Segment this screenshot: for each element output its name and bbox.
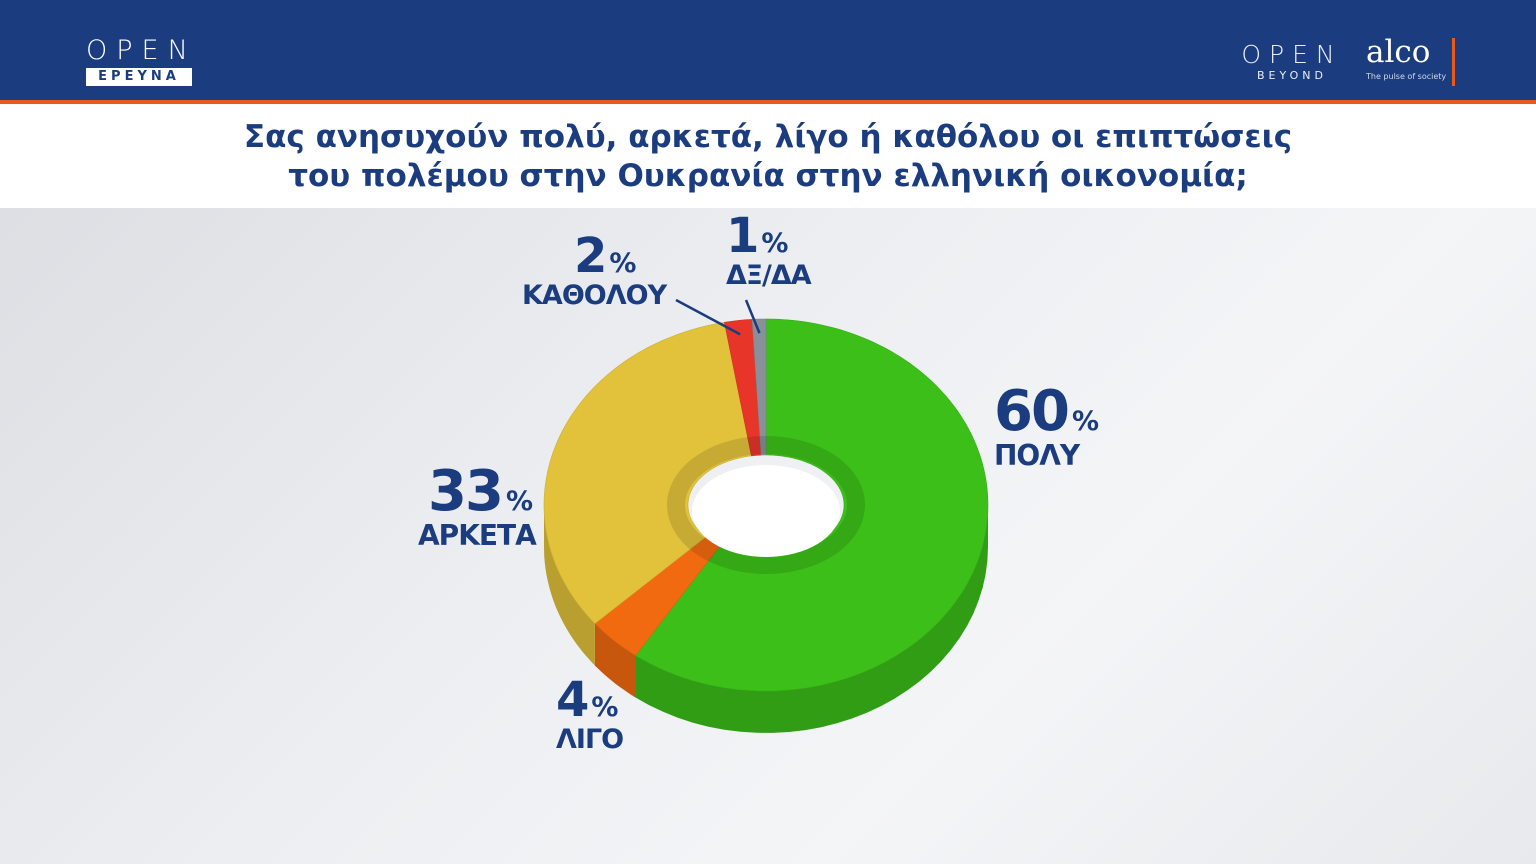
donut-side-2 <box>544 505 595 666</box>
donut-side-1 <box>594 623 636 698</box>
label-dxda-name: ΔΞ/ΔΑ <box>726 260 812 291</box>
open-logo-word: OPEN <box>86 35 197 66</box>
label-ligo-name: ΛΙΓΟ <box>556 724 624 755</box>
donut-side-0 <box>635 505 988 733</box>
label-dxda-pct: % <box>761 228 789 259</box>
label-katholou: 2% ΚΑΘΟΛΟΥ <box>522 232 667 312</box>
label-arketa: 33% ΑΡΚΕΤΑ <box>418 464 537 552</box>
label-poly: 60% ΠΟΛΥ <box>994 384 1099 472</box>
open-ereuna-logo: OPEN ΕΡΕΥΝΑ <box>86 35 197 86</box>
label-arketa-value: 33 <box>428 459 504 524</box>
title-band <box>0 104 1536 208</box>
leader-dxda <box>744 299 761 334</box>
donut-inner-shade <box>667 436 865 574</box>
label-arketa-pct: % <box>505 486 533 517</box>
label-poly-value: 60 <box>994 379 1070 444</box>
alco-word: alco <box>1366 34 1431 70</box>
donut-hole <box>692 465 840 557</box>
donut-slice-δξ/δα <box>751 318 767 456</box>
label-katholou-name: ΚΑΘΟΛΟΥ <box>522 280 667 311</box>
label-ligo-value: 4 <box>556 672 589 728</box>
header-accent-line <box>0 100 1536 104</box>
chart-title: Σας ανησυχούν πολύ, αρκετά, λίγο ή καθόλ… <box>168 118 1368 196</box>
label-poly-name: ΠΟΛΥ <box>994 439 1080 472</box>
leader-katholou <box>675 298 741 336</box>
label-poly-pct: % <box>1071 406 1099 437</box>
label-katholou-value: 2 <box>574 228 607 284</box>
label-dxda-value: 1 <box>726 208 759 264</box>
alco-tagline: The pulse of society <box>1366 72 1447 81</box>
alco-logo: alco The pulse of society <box>1366 34 1446 81</box>
label-katholou-pct: % <box>609 248 637 279</box>
open-beyond-word: OPEN <box>1241 40 1343 69</box>
header-bar <box>0 0 1536 100</box>
alco-divider <box>1452 38 1455 86</box>
label-ligo-pct: % <box>591 692 619 723</box>
label-ligo: 4% ΛΙΓΟ <box>556 676 624 756</box>
label-dxda: 1% ΔΞ/ΔΑ <box>726 212 812 292</box>
label-arketa-name: ΑΡΚΕΤΑ <box>418 519 537 552</box>
open-beyond-logo: OPEN BEYOND <box>1238 42 1346 84</box>
title-line-2: του πολέμου στην Ουκρανία στην ελληνική … <box>288 158 1248 194</box>
ereuna-badge: ΕΡΕΥΝΑ <box>86 68 192 86</box>
beyond-word: BEYOND <box>1257 69 1327 82</box>
title-line-1: Σας ανησυχούν πολύ, αρκετά, λίγο ή καθόλ… <box>243 119 1293 155</box>
